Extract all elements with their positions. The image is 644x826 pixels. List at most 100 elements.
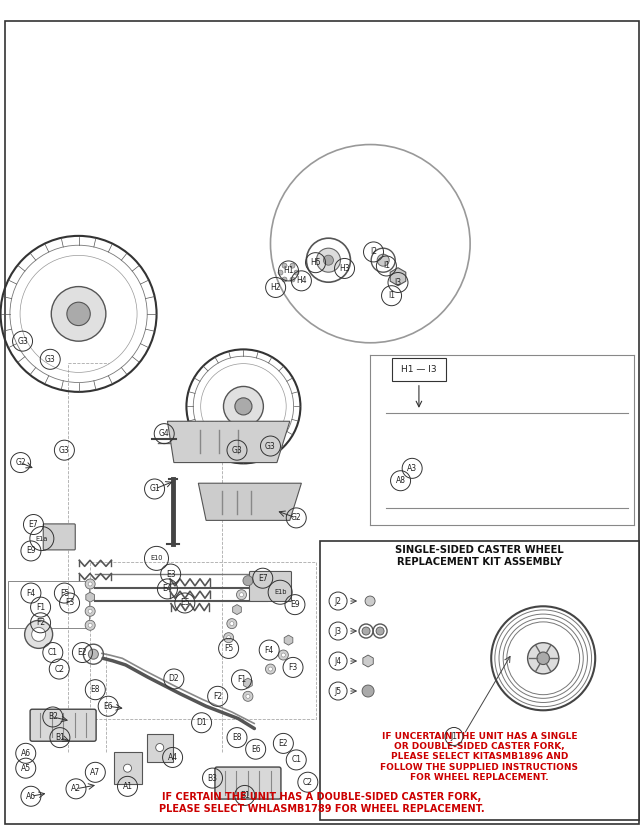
Text: F1: F1 <box>36 603 45 611</box>
Text: F2: F2 <box>213 692 222 700</box>
Bar <box>392 358 446 381</box>
Circle shape <box>235 398 252 415</box>
Circle shape <box>265 664 276 674</box>
Circle shape <box>269 667 272 671</box>
Circle shape <box>376 627 384 635</box>
Text: J3: J3 <box>334 627 341 635</box>
Circle shape <box>52 287 106 341</box>
Text: C1: C1 <box>291 756 301 764</box>
Text: E7: E7 <box>29 520 38 529</box>
Text: H2: H2 <box>270 283 281 292</box>
Text: A8: A8 <box>395 477 406 485</box>
Text: E3: E3 <box>166 570 175 578</box>
Text: I1: I1 <box>383 262 390 270</box>
Text: E6: E6 <box>104 702 113 710</box>
Text: B2: B2 <box>48 713 58 721</box>
Circle shape <box>223 387 263 426</box>
Text: A6: A6 <box>21 749 31 757</box>
Circle shape <box>88 610 92 613</box>
Text: E1a: E1a <box>35 535 48 542</box>
Circle shape <box>227 636 231 639</box>
Circle shape <box>85 579 95 589</box>
Circle shape <box>67 302 90 325</box>
Text: A7: A7 <box>90 768 100 776</box>
Text: IF CERTAIN THE UNIT HAS A DOUBLE-SIDED CASTER FORK,
PLEASE SELECT WHLASMB1789 FO: IF CERTAIN THE UNIT HAS A DOUBLE-SIDED C… <box>159 792 485 814</box>
Text: B3: B3 <box>207 774 218 782</box>
Text: A3: A3 <box>407 464 417 472</box>
Circle shape <box>282 277 287 282</box>
Text: J5: J5 <box>334 686 341 695</box>
Text: D1: D1 <box>196 719 207 727</box>
Bar <box>147 733 173 762</box>
Text: E8: E8 <box>232 733 242 742</box>
Circle shape <box>85 620 95 630</box>
Text: G3: G3 <box>59 446 70 454</box>
Circle shape <box>527 643 559 674</box>
FancyBboxPatch shape <box>43 524 75 550</box>
Bar <box>113 752 142 784</box>
Text: F3: F3 <box>289 663 298 672</box>
Circle shape <box>246 695 250 698</box>
Text: G4: G4 <box>159 430 169 438</box>
Circle shape <box>88 649 99 659</box>
Text: A6: A6 <box>26 792 36 800</box>
Circle shape <box>281 653 285 657</box>
Circle shape <box>290 263 295 268</box>
Text: SINGLE-SIDED CASTER WHEEL
REPLACEMENT KIT ASSEMBLY: SINGLE-SIDED CASTER WHEEL REPLACEMENT KI… <box>395 545 564 567</box>
Text: I1: I1 <box>388 292 395 300</box>
Circle shape <box>85 606 95 616</box>
Circle shape <box>243 691 253 701</box>
Circle shape <box>230 622 234 625</box>
Text: E9: E9 <box>26 547 35 555</box>
Text: E5: E5 <box>180 599 189 607</box>
Circle shape <box>362 685 374 697</box>
Text: A1: A1 <box>122 782 133 790</box>
Circle shape <box>156 743 164 752</box>
Circle shape <box>88 624 92 627</box>
Circle shape <box>362 627 370 635</box>
Text: F5: F5 <box>60 589 69 597</box>
Circle shape <box>32 628 46 641</box>
Text: I2: I2 <box>370 248 377 256</box>
Circle shape <box>124 764 131 772</box>
Text: H4: H4 <box>296 277 307 285</box>
Text: J2: J2 <box>335 596 341 605</box>
Circle shape <box>223 633 234 643</box>
Text: J4: J4 <box>334 657 341 666</box>
Circle shape <box>88 582 92 586</box>
Text: E4: E4 <box>163 585 172 593</box>
FancyBboxPatch shape <box>30 710 96 741</box>
FancyBboxPatch shape <box>215 767 281 799</box>
Text: A4: A4 <box>167 753 178 762</box>
Circle shape <box>278 650 289 660</box>
Text: E7: E7 <box>258 574 267 582</box>
Text: G2: G2 <box>15 458 26 467</box>
Text: F2: F2 <box>36 619 45 627</box>
Bar <box>320 541 639 820</box>
Text: E2: E2 <box>279 739 288 748</box>
Text: B1: B1 <box>55 733 65 742</box>
Text: B1: B1 <box>240 791 250 800</box>
Circle shape <box>243 576 253 586</box>
Polygon shape <box>198 483 301 520</box>
Circle shape <box>282 263 287 268</box>
Text: G3: G3 <box>232 446 242 454</box>
Text: A5: A5 <box>21 764 31 772</box>
Text: IF UNCERTAIN THE UNIT HAS A SINGLE
OR DOUBLE-SIDED CASTER FORK,
PLEASE SELECT KI: IF UNCERTAIN THE UNIT HAS A SINGLE OR DO… <box>381 732 578 782</box>
Polygon shape <box>167 421 290 463</box>
Text: E2: E2 <box>78 648 87 657</box>
Circle shape <box>365 596 375 606</box>
Text: E8: E8 <box>91 686 100 694</box>
Circle shape <box>316 248 341 273</box>
Text: G3: G3 <box>45 355 55 363</box>
Text: E1b: E1b <box>274 589 287 596</box>
Text: H3: H3 <box>339 264 350 273</box>
Text: F3: F3 <box>65 599 74 607</box>
Text: E10: E10 <box>150 555 163 562</box>
Text: C2: C2 <box>303 778 313 786</box>
Text: F4: F4 <box>265 646 274 654</box>
Text: C1: C1 <box>48 648 58 657</box>
FancyBboxPatch shape <box>249 572 292 601</box>
Text: H1 — I3: H1 — I3 <box>401 365 437 373</box>
Text: F4: F4 <box>26 589 35 597</box>
